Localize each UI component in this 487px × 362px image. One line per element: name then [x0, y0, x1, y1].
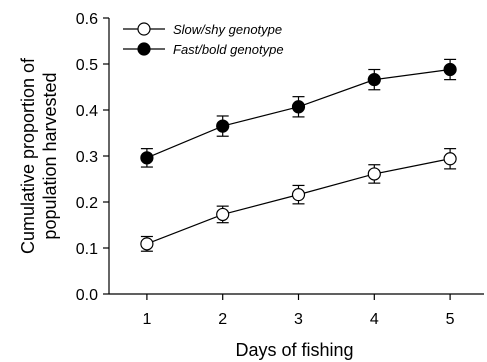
legend-item: Slow/shy genotype — [123, 22, 282, 37]
legend-label: Slow/shy genotype — [173, 22, 282, 37]
y-tick-label: 0.6 — [76, 11, 98, 28]
x-tick-label: 5 — [446, 311, 455, 328]
data-point — [140, 237, 154, 251]
data-point — [367, 167, 381, 181]
y-tick-label: 0.5 — [76, 57, 98, 74]
series-slow-shy — [140, 148, 457, 252]
data-point — [443, 152, 457, 166]
x-tick-label: 2 — [218, 311, 227, 328]
data-point — [291, 100, 306, 114]
y-axis-label-line-1: Cumulative proportion of — [18, 57, 38, 254]
data-point — [140, 151, 154, 165]
legend-label: Fast/bold genotype — [173, 42, 284, 57]
legend-item: Fast/bold genotype — [123, 42, 284, 57]
axes — [108, 18, 484, 295]
data-point — [367, 73, 381, 87]
legend: Slow/shy genotype Fast/bold genotype — [123, 22, 284, 57]
x-tick-label: 4 — [370, 311, 379, 328]
x-tick-label: 1 — [142, 311, 151, 328]
legend-marker — [137, 22, 151, 36]
data-point — [443, 62, 457, 77]
y-tick-label: 0.2 — [76, 195, 98, 212]
data-point — [291, 188, 306, 202]
y-tick-label: 0.0 — [76, 287, 98, 304]
data-point — [216, 207, 230, 222]
x-tick-label: 3 — [294, 311, 303, 328]
y-tick-label: 0.1 — [76, 241, 98, 258]
legend-marker — [137, 42, 151, 56]
y-axis-ticks: 0.0 0.1 0.2 0.3 0.4 0.5 0.6 — [76, 11, 109, 304]
data-point — [216, 119, 230, 133]
y-tick-label: 0.3 — [76, 149, 98, 166]
series-layer — [140, 58, 457, 252]
x-axis-label: Days of fishing — [235, 340, 353, 360]
y-axis-label-line-2: population harvested — [40, 72, 60, 239]
y-tick-label: 0.4 — [76, 103, 98, 120]
x-axis-ticks: 1 2 3 4 5 — [142, 294, 455, 328]
series-fast-bold — [140, 58, 457, 168]
